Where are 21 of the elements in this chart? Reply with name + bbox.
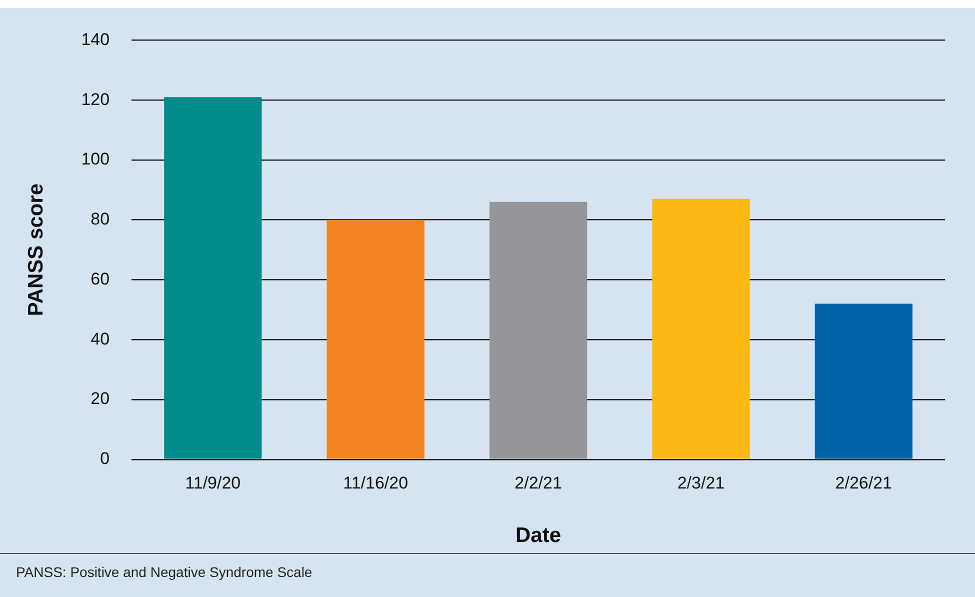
y-tick-label: 20 bbox=[90, 389, 110, 408]
text: PANSS: Positive and Negative Syndrome Scale bbox=[16, 564, 312, 580]
y-axis-title: PANSS score bbox=[24, 183, 48, 316]
y-tick-label: 40 bbox=[90, 329, 110, 348]
x-tick-label: 2/26/21 bbox=[835, 473, 892, 492]
x-tick-label: 11/16/20 bbox=[343, 473, 408, 492]
y-tick-label: 80 bbox=[90, 210, 110, 229]
x-axis-title: Date bbox=[516, 524, 562, 548]
y-tick-label: 100 bbox=[81, 150, 110, 169]
x-tick-label: 2/2/21 bbox=[514, 473, 562, 492]
bar bbox=[489, 202, 588, 459]
x-tick-label: 11/9/20 bbox=[185, 473, 241, 492]
y-tick-label: 120 bbox=[81, 90, 110, 109]
bar bbox=[652, 198, 750, 459]
bar bbox=[164, 97, 262, 459]
bar bbox=[814, 304, 912, 459]
y-tick-label: 60 bbox=[90, 269, 110, 288]
y-tick-label: 140 bbox=[81, 30, 110, 49]
bar bbox=[326, 220, 424, 459]
y-tick-label: 0 bbox=[100, 449, 110, 468]
x-tick-label: 2/3/21 bbox=[677, 473, 725, 492]
